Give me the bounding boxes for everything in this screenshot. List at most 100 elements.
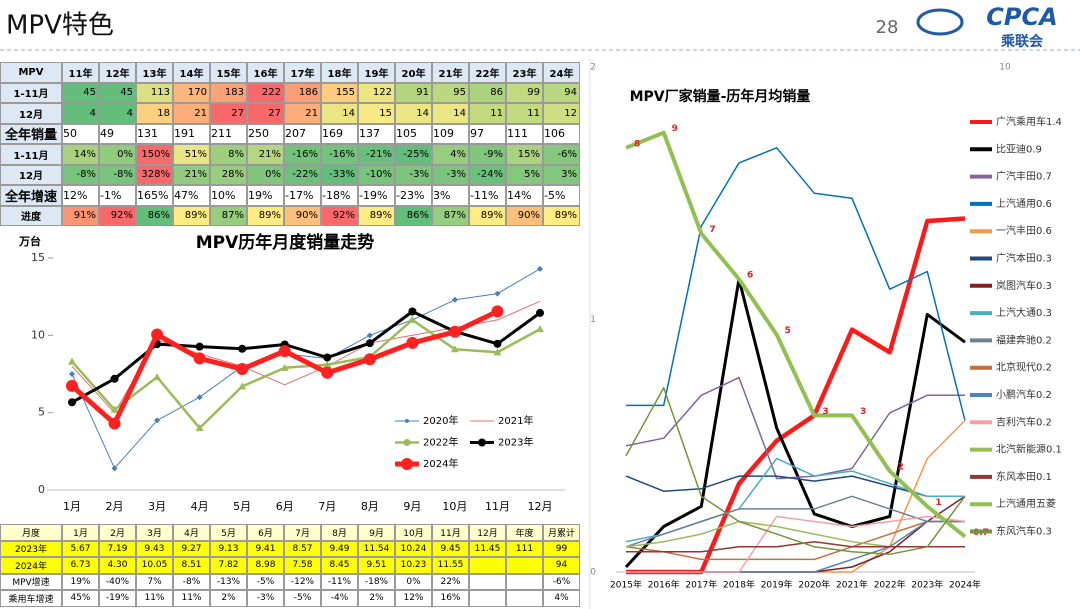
table-cell: -33% — [321, 164, 358, 185]
point — [450, 345, 459, 353]
table-cell: 9.41 — [247, 540, 284, 557]
table-cell: 7% — [136, 573, 173, 590]
column-header: 12年 — [99, 62, 136, 83]
column-header: 13年 — [136, 62, 173, 83]
column-header: 16年 — [247, 62, 284, 83]
table-cell: 50 — [62, 123, 99, 144]
table-cell: 109 — [432, 123, 469, 144]
column-header: 2月 — [99, 524, 136, 541]
series-line — [625, 520, 965, 561]
table-cell — [469, 557, 506, 574]
point — [365, 339, 374, 348]
table-cell: 11.45 — [469, 540, 506, 557]
legend-label: 广汽丰田0.7 — [996, 170, 1052, 183]
row-header: 12月 — [0, 164, 62, 185]
logo-subtext: 乘联会 — [1000, 33, 1044, 50]
table-cell: 19% — [62, 573, 99, 590]
table-cell: 11% — [136, 590, 173, 607]
series-line — [71, 268, 541, 469]
point — [536, 308, 544, 317]
row-header: MPV增速 — [0, 573, 62, 590]
x-tick-label: 2020年 — [798, 579, 830, 591]
y-tick-label: 10 — [31, 328, 45, 341]
legend-label: 一汽丰田0.6 — [996, 224, 1052, 237]
column-header: 20年 — [395, 62, 432, 83]
row-header: 2023年 — [0, 540, 62, 557]
table-cell: 328% — [136, 164, 173, 185]
table-cell — [506, 590, 543, 607]
legend-label: 北京现代0.2 — [996, 361, 1052, 374]
legend-label: 上汽通用0.6 — [996, 197, 1052, 210]
table-cell: -13% — [210, 573, 247, 590]
table-cell: 9.13 — [210, 540, 247, 557]
point — [493, 339, 502, 348]
point — [451, 296, 458, 303]
chart-title: MPV厂家销量-历年月均销量 — [630, 88, 811, 105]
column-header: MPV — [0, 62, 62, 83]
table-cell: 8.51 — [173, 557, 210, 574]
legend-label: 岚图汽车0.3 — [996, 279, 1052, 292]
table-cell: 90% — [284, 205, 321, 226]
x-tick-label: 2016年 — [648, 579, 680, 591]
table-cell: 86% — [136, 205, 173, 226]
table-cell: 99 — [543, 540, 580, 557]
legend-label: 吉利汽车0.2 — [996, 415, 1052, 428]
table-cell: 9.51 — [358, 557, 395, 574]
table-cell: 21 — [284, 103, 321, 124]
table-cell: 49 — [99, 123, 136, 144]
column-header: 11月 — [432, 524, 469, 541]
column-header: 月累计 — [543, 524, 580, 541]
point — [68, 357, 76, 365]
table-cell: 111 — [506, 540, 543, 557]
table-cell: 10% — [210, 185, 247, 206]
table-cell: 0% — [247, 164, 284, 185]
table-cell: 0% — [395, 573, 432, 590]
x-tick-label: 2022年 — [874, 579, 906, 591]
table-cell: 6.73 — [62, 557, 99, 574]
series-line — [626, 540, 965, 553]
table-cell: 8.98 — [247, 557, 284, 574]
table-cell: 18 — [136, 103, 173, 124]
row-header: 全年销量 — [0, 123, 62, 144]
table-cell: -4% — [321, 590, 358, 607]
point — [193, 352, 206, 365]
legend-marker — [403, 439, 411, 446]
column-header: 15年 — [210, 62, 247, 83]
point — [406, 336, 419, 349]
table-cell: 14 — [432, 103, 469, 124]
column-header: 24年 — [543, 62, 580, 83]
table-cell: 7.58 — [284, 557, 321, 574]
table-cell: 45 — [62, 82, 99, 103]
table-cell: -3% — [395, 164, 432, 185]
table-cell: 3% — [543, 164, 580, 185]
series-line — [71, 318, 541, 430]
legend-label: 2020年 — [423, 414, 458, 427]
legend-label: 2021年 — [498, 414, 533, 427]
table-cell: 19% — [247, 185, 284, 206]
table-cell: 87% — [210, 205, 247, 226]
table-cell: -40% — [99, 573, 136, 590]
column-header: 17年 — [284, 62, 321, 83]
legend-label: 福建奔驰0.2 — [996, 333, 1052, 346]
series-line — [625, 130, 967, 539]
column-header: 3月 — [136, 524, 173, 541]
table-cell: 222 — [247, 82, 284, 103]
table-cell: 45 — [99, 82, 136, 103]
table-cell: 90% — [506, 205, 543, 226]
table-cell: 10.24 — [395, 540, 432, 557]
row-header: 1-11月 — [0, 82, 62, 103]
legend-label: 2023年 — [498, 436, 533, 449]
x-tick-label: 6月 — [276, 500, 294, 513]
point — [151, 328, 164, 341]
column-header: 10月 — [395, 524, 432, 541]
table-cell: -18% — [358, 573, 395, 590]
point — [280, 363, 289, 371]
x-tick-label: 2023年 — [911, 579, 943, 591]
y-tick-label: 15 — [31, 251, 45, 264]
x-tick-label: 2024年 — [949, 579, 981, 591]
column-header: 8月 — [321, 524, 358, 541]
table-cell: 95 — [432, 82, 469, 103]
table-cell — [506, 557, 543, 574]
series-line — [626, 147, 966, 421]
column-header: 月度 — [0, 524, 62, 541]
